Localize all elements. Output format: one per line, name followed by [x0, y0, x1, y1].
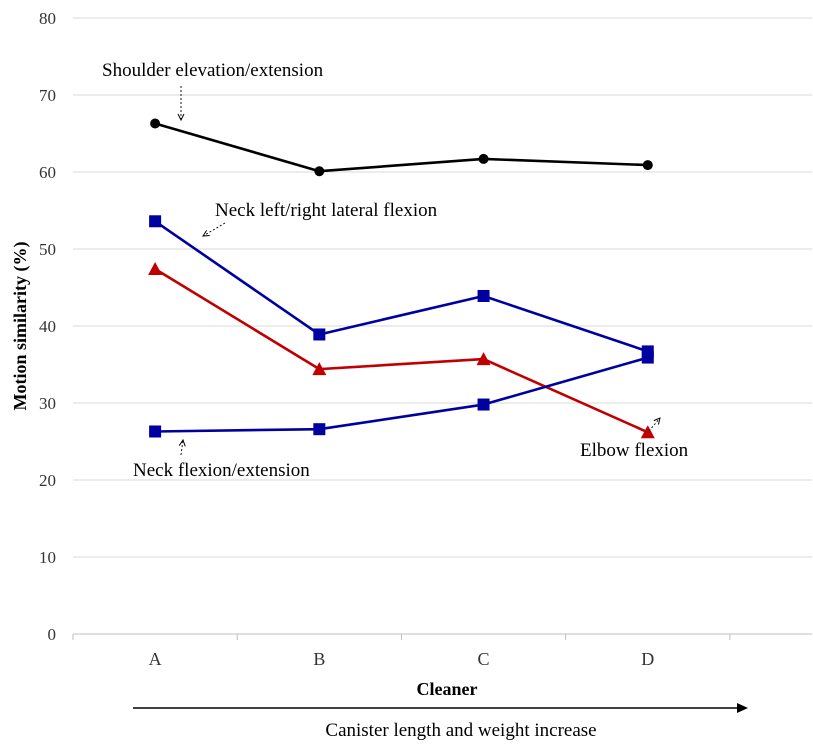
data-point — [313, 423, 326, 436]
data-point — [313, 328, 326, 341]
data-point — [478, 153, 489, 164]
y-tick-label: 0 — [48, 625, 57, 644]
y-axis-title: Motion similarity (%) — [10, 242, 31, 411]
y-tick-label: 60 — [39, 163, 56, 182]
series-1 — [149, 215, 654, 358]
y-tick-label: 40 — [39, 317, 56, 336]
y-tick-label: 70 — [39, 86, 56, 105]
series-layer — [148, 118, 655, 439]
data-point — [150, 118, 161, 129]
increase-arrow-label: Canister length and weight increase — [325, 720, 596, 741]
gridlines — [72, 17, 812, 640]
series-line — [154, 122, 648, 173]
series-3 — [149, 351, 654, 438]
series-line — [154, 220, 649, 353]
data-point — [640, 425, 655, 439]
annotation-neck-flexion: Neck flexion/extension — [133, 460, 310, 481]
annotation-neck-lateral: Neck left/right lateral flexion — [215, 200, 438, 221]
annotation-elbow: Elbow flexion — [580, 440, 689, 461]
y-tick-labels: 0 10 20 30 40 50 60 70 80 — [39, 9, 56, 644]
data-point — [149, 215, 162, 228]
x-tick-label: A — [149, 649, 162, 669]
y-tick-label: 80 — [39, 9, 56, 28]
annotation-shoulder: Shoulder elevation/extension — [102, 60, 324, 81]
data-point — [641, 351, 654, 364]
x-tick-label: C — [478, 649, 490, 669]
data-point — [476, 352, 491, 366]
x-axis-title: Cleaner — [417, 679, 478, 699]
y-tick-label: 50 — [39, 240, 56, 259]
data-point — [477, 398, 490, 411]
data-point — [477, 289, 490, 302]
data-point — [148, 262, 163, 276]
data-point — [642, 160, 653, 171]
y-tick-label: 30 — [39, 394, 56, 413]
series-annotations: Shoulder elevation/extension Neck left/r… — [102, 60, 689, 481]
y-tick-label: 10 — [39, 548, 56, 567]
x-tick-label: B — [313, 649, 325, 669]
data-point — [149, 425, 162, 438]
series-0 — [150, 118, 653, 177]
y-tick-label: 20 — [39, 471, 56, 490]
series-line — [154, 267, 649, 434]
x-tick-label: D — [641, 649, 654, 669]
data-point — [314, 166, 325, 177]
x-tick-labels: A B C D — [149, 649, 655, 669]
data-point — [312, 362, 327, 376]
increase-arrow — [133, 703, 748, 713]
series-line — [155, 356, 649, 433]
series-2 — [148, 262, 655, 439]
